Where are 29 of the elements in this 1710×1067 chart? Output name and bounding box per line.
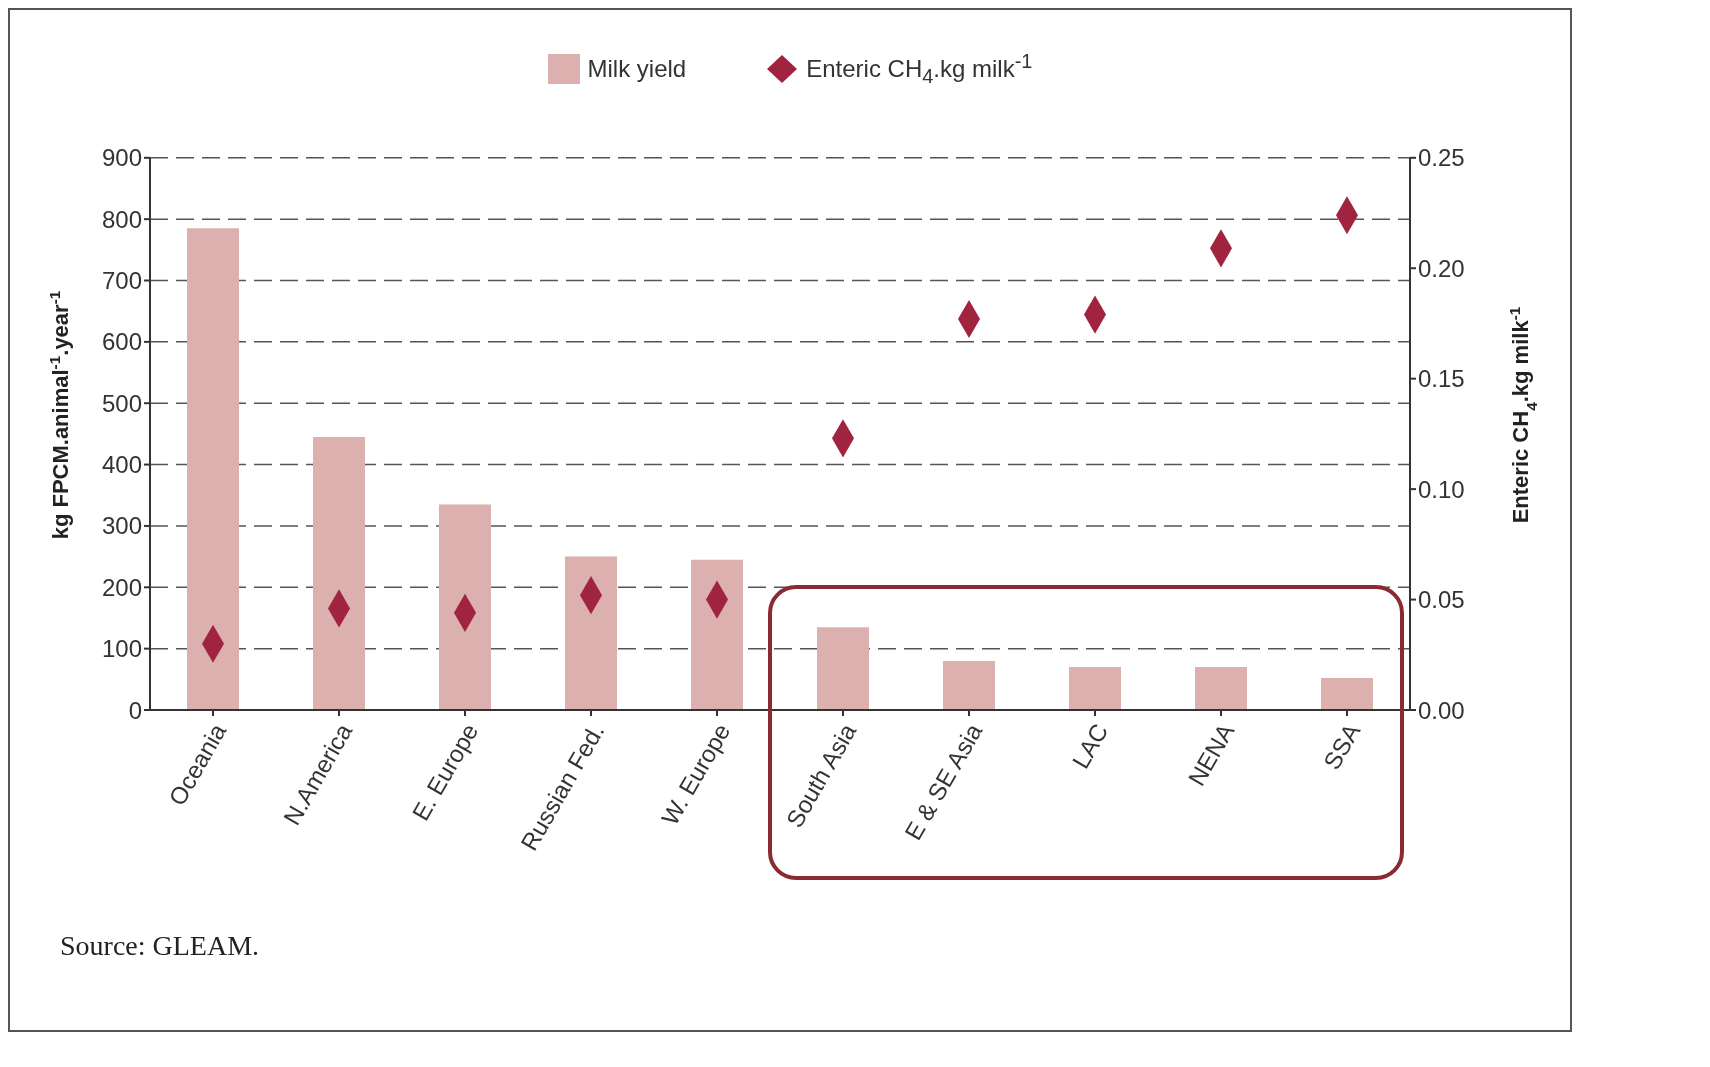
- y2-tick-label: 0.00: [1418, 696, 1465, 724]
- bar: [565, 556, 617, 710]
- y-tick-label: 800: [101, 205, 142, 233]
- legend-label: Enteric CH$_{4}$.kg milk$^{-1}$: [806, 50, 1033, 88]
- y-tick-label: 900: [101, 144, 142, 172]
- bar: [187, 228, 239, 710]
- y-tick-label: 100: [101, 635, 142, 663]
- bar: [1321, 678, 1373, 710]
- y2-tick-label: 0.10: [1418, 475, 1465, 503]
- source-note: Source: GLEAM.: [60, 930, 260, 962]
- y2-tick-label: 0.25: [1418, 144, 1465, 172]
- bar: [439, 504, 491, 710]
- bar: [1069, 667, 1121, 710]
- y2-tick-label: 0.15: [1418, 365, 1465, 393]
- y-tick-label: 500: [101, 389, 142, 417]
- y2-tick-label: 0.05: [1418, 586, 1465, 614]
- bar: [817, 627, 869, 710]
- y-tick-label: 600: [101, 328, 142, 356]
- bar: [1195, 667, 1247, 710]
- bar: [313, 436, 365, 710]
- bar: [943, 660, 995, 710]
- y2-tick-label: 0.20: [1418, 254, 1465, 282]
- y-tick-label: 700: [101, 267, 142, 295]
- y-tick-label: 0: [128, 696, 142, 724]
- y-tick-label: 400: [101, 451, 142, 479]
- bar: [691, 559, 743, 710]
- y-tick-label: 300: [101, 512, 142, 540]
- legend-label: Milk yield: [587, 54, 687, 83]
- y-tick-label: 200: [101, 573, 142, 601]
